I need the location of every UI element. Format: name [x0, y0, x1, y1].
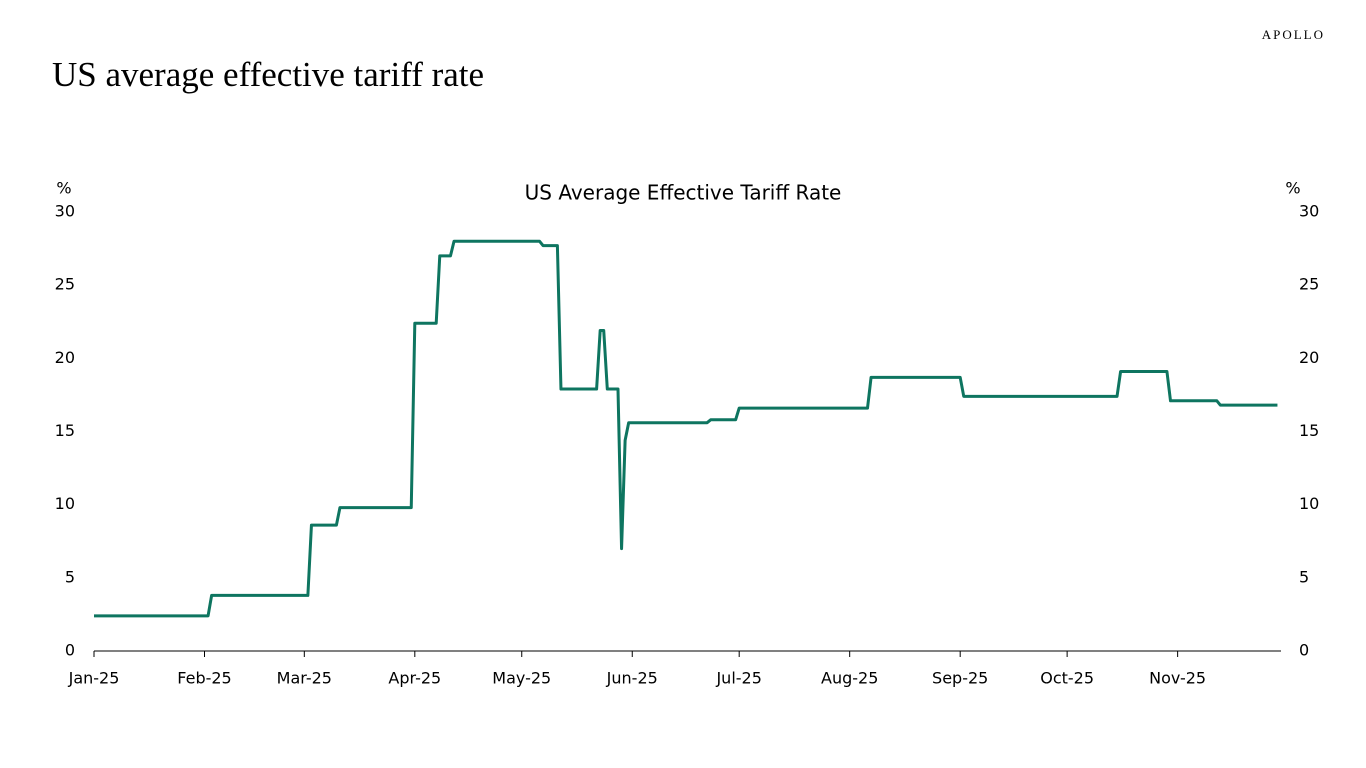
x-tick-label: Feb-25: [177, 669, 231, 688]
y-tick-label: 0: [65, 641, 75, 660]
chart-title: US Average Effective Tariff Rate: [525, 181, 842, 205]
x-tick-label: Mar-25: [277, 669, 332, 688]
y-tick-label: 25: [55, 275, 75, 294]
x-tick-label: May-25: [492, 669, 551, 688]
y2-tick-label: 25: [1299, 275, 1319, 294]
x-tick-label: Aug-25: [821, 669, 878, 688]
x-tick-label: Jul-25: [715, 669, 761, 688]
data-line: [94, 239, 1278, 618]
x-tick-label: Nov-25: [1149, 669, 1206, 688]
y2-tick-label: 10: [1299, 494, 1319, 513]
brand: APOLLO: [1262, 27, 1325, 42]
page-title: US average effective tariff rate: [52, 55, 484, 94]
x-tick-label: Sep-25: [932, 669, 988, 688]
y-tick-label: 30: [55, 202, 75, 221]
x-tick-label: Oct-25: [1040, 669, 1094, 688]
y2-tick-label: 30: [1299, 202, 1319, 221]
y2-tick-label: 20: [1299, 348, 1319, 367]
y2-tick-label: 5: [1299, 567, 1309, 586]
y2-tick-label: 15: [1299, 421, 1319, 440]
y2-axis-label: %: [1285, 179, 1300, 198]
y-tick-label: 10: [55, 494, 75, 513]
y2-tick-label: 0: [1299, 641, 1309, 660]
x-tick-label: Jan-25: [68, 669, 120, 688]
y-tick-label: 15: [55, 421, 75, 440]
y-tick-label: 5: [65, 567, 75, 586]
x-tick-label: Apr-25: [388, 669, 441, 688]
x-tick-label: Jun-25: [606, 669, 658, 688]
y-axis-label: %: [56, 179, 71, 198]
y-tick-label: 20: [55, 348, 75, 367]
